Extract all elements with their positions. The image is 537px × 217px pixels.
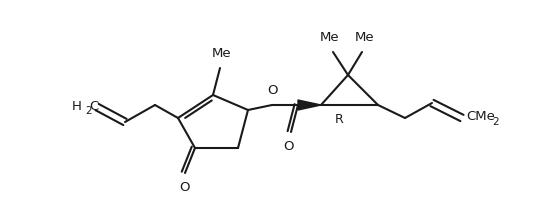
Text: R: R xyxy=(335,113,344,126)
Text: CMe: CMe xyxy=(466,110,495,123)
Text: Me: Me xyxy=(320,31,340,44)
Text: O: O xyxy=(267,84,277,97)
Text: Me: Me xyxy=(355,31,375,44)
Text: 2: 2 xyxy=(492,117,499,127)
Text: O: O xyxy=(180,181,190,194)
Text: O: O xyxy=(283,140,293,153)
Text: Me: Me xyxy=(212,47,232,60)
Text: 2: 2 xyxy=(86,106,92,116)
Polygon shape xyxy=(298,100,321,110)
Text: C: C xyxy=(89,100,99,112)
Text: H: H xyxy=(72,100,82,112)
